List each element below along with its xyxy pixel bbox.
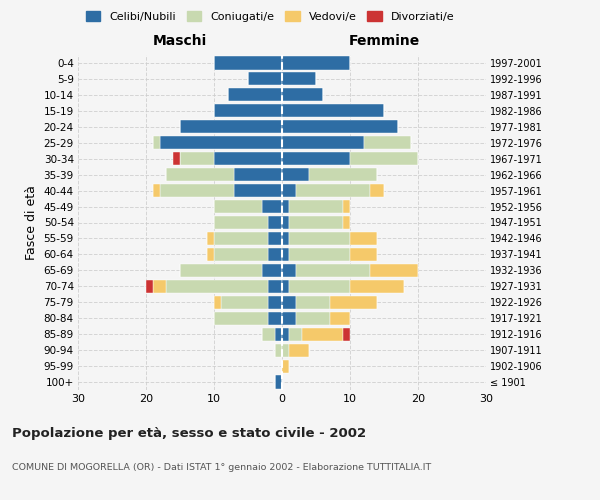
Bar [180, 152, 214, 165]
Bar [309, 168, 377, 181]
Bar [214, 200, 262, 213]
Bar [153, 280, 166, 293]
Bar [275, 328, 282, 340]
Bar [282, 216, 289, 229]
Bar [282, 152, 350, 165]
Bar [235, 184, 282, 197]
Legend: Celibi/Nubili, Coniugati/e, Vedovi/e, Divorziati/e: Celibi/Nubili, Coniugati/e, Vedovi/e, Di… [82, 8, 458, 25]
Bar [350, 232, 377, 245]
Bar [282, 184, 296, 197]
Bar [282, 120, 398, 134]
Bar [214, 104, 282, 118]
Bar [282, 72, 316, 86]
Bar [180, 264, 262, 277]
Bar [350, 248, 377, 261]
Bar [282, 168, 309, 181]
Bar [268, 248, 282, 261]
Bar [166, 168, 235, 181]
Bar [282, 344, 289, 356]
Bar [262, 328, 275, 340]
Bar [282, 296, 296, 309]
Bar [370, 264, 418, 277]
Bar [207, 232, 214, 245]
Text: Femmine: Femmine [349, 34, 419, 48]
Bar [282, 264, 296, 277]
Bar [289, 200, 343, 213]
Bar [302, 328, 343, 340]
Bar [153, 136, 160, 149]
Bar [329, 312, 350, 325]
Bar [268, 280, 282, 293]
Bar [207, 248, 214, 261]
Bar [350, 152, 418, 165]
Bar [214, 216, 268, 229]
Bar [160, 184, 235, 197]
Text: Popolazione per età, sesso e stato civile - 2002: Popolazione per età, sesso e stato civil… [12, 428, 366, 440]
Bar [268, 232, 282, 245]
Bar [262, 264, 282, 277]
Bar [282, 360, 289, 372]
Bar [289, 248, 350, 261]
Bar [268, 216, 282, 229]
Bar [227, 88, 282, 102]
Bar [289, 216, 343, 229]
Bar [146, 280, 153, 293]
Bar [343, 200, 350, 213]
Bar [180, 120, 282, 134]
Bar [364, 136, 411, 149]
Bar [370, 184, 384, 197]
Bar [282, 312, 296, 325]
Bar [289, 344, 309, 356]
Bar [214, 312, 268, 325]
Bar [329, 296, 377, 309]
Bar [214, 248, 268, 261]
Bar [282, 200, 289, 213]
Bar [282, 104, 384, 118]
Bar [296, 264, 370, 277]
Bar [282, 88, 323, 102]
Bar [282, 328, 289, 340]
Bar [282, 136, 364, 149]
Bar [343, 328, 350, 340]
Bar [235, 168, 282, 181]
Bar [173, 152, 180, 165]
Bar [262, 200, 282, 213]
Text: Maschi: Maschi [153, 34, 207, 48]
Bar [248, 72, 282, 86]
Bar [296, 296, 329, 309]
Bar [296, 184, 370, 197]
Bar [275, 344, 282, 356]
Bar [214, 56, 282, 70]
Bar [275, 376, 282, 388]
Bar [160, 136, 282, 149]
Bar [214, 232, 268, 245]
Bar [268, 312, 282, 325]
Bar [282, 248, 289, 261]
Bar [214, 152, 282, 165]
Y-axis label: Fasce di età: Fasce di età [25, 185, 38, 260]
Text: COMUNE DI MOGORELLA (OR) - Dati ISTAT 1° gennaio 2002 - Elaborazione TUTTITALIA.: COMUNE DI MOGORELLA (OR) - Dati ISTAT 1°… [12, 462, 431, 471]
Bar [214, 296, 221, 309]
Bar [153, 184, 160, 197]
Bar [289, 280, 350, 293]
Bar [350, 280, 404, 293]
Bar [343, 216, 350, 229]
Bar [166, 280, 268, 293]
Bar [221, 296, 268, 309]
Bar [289, 232, 350, 245]
Bar [296, 312, 329, 325]
Bar [268, 296, 282, 309]
Bar [282, 232, 289, 245]
Bar [289, 328, 302, 340]
Bar [282, 56, 350, 70]
Bar [282, 280, 289, 293]
